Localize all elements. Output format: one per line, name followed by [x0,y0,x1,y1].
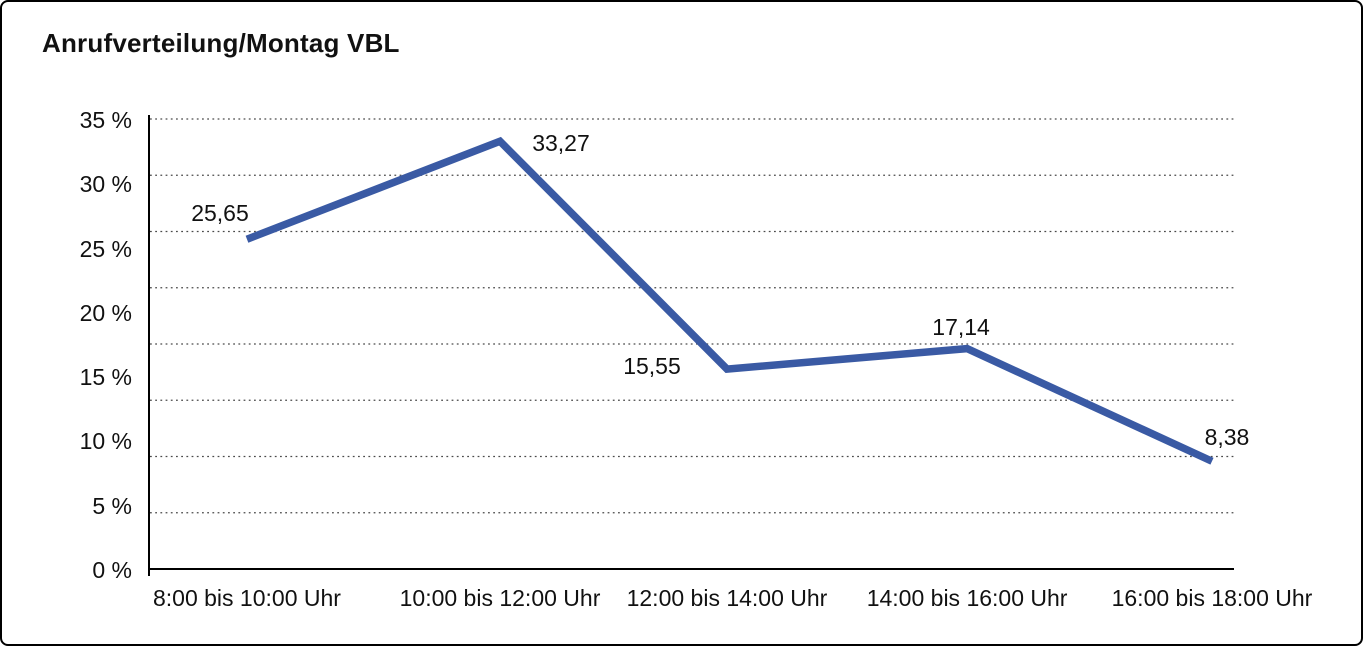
y-tick-label: 0 % [92,557,132,583]
y-tick-label: 5 % [92,492,132,519]
y-tick-label: 10 % [79,428,132,455]
y-tick-label: 20 % [79,299,132,326]
chart-title: Anrufverteilung/Montag VBL [42,28,400,58]
value-label: 17,14 [932,313,990,340]
value-label: 8,38 [1204,424,1250,451]
x-tick-label: 10:00 bis 12:00 Uhr [399,585,601,611]
y-tick-label: 35 % [79,107,132,133]
x-tick-label: 16:00 bis 18:00 Uhr [1111,585,1313,611]
y-tick-label: 30 % [79,171,132,198]
y-tick-label: 25 % [79,235,132,262]
value-label: 15,55 [623,353,681,380]
value-label: 33,27 [532,130,590,157]
data-line-series [245,136,1214,465]
x-tick-label: 12:00 bis 14:00 Uhr [626,585,828,611]
value-label: 25,65 [191,200,249,227]
y-tick-label: 15 % [79,364,132,391]
x-tick-label: 8:00 bis 10:00 Uhr [152,585,341,611]
x-tick-label: 14:00 bis 16:00 Uhr [866,585,1068,611]
